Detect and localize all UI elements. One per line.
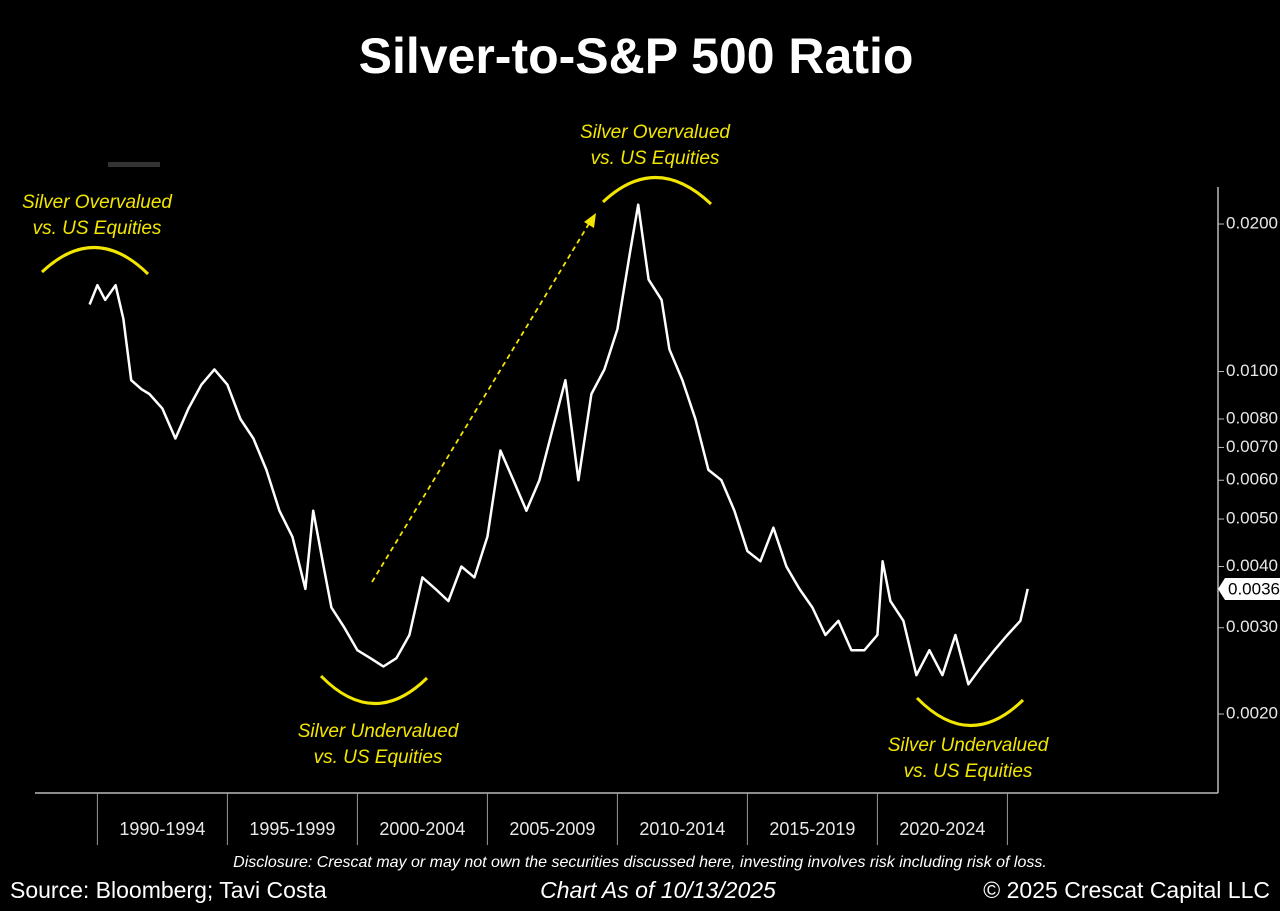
y-tick-label: 0.0200 (1226, 214, 1278, 233)
y-tick-label: 0.0100 (1226, 361, 1278, 380)
decoration (108, 162, 160, 167)
x-tick-label: 2000-2004 (379, 819, 465, 839)
arc (601, 176, 713, 206)
y-tick-label: 0.0040 (1226, 556, 1278, 575)
annotation: Silver Overvalued (580, 122, 731, 143)
annotation: Silver Undervalued (298, 721, 460, 742)
disclosure: Disclosure: Crescat may or may not own t… (233, 854, 1047, 871)
chart-date: Chart As of 10/13/2025 (540, 877, 776, 903)
last-value-box (1218, 577, 1280, 600)
data-line (88, 203, 1029, 686)
annotation: vs. US Equities (904, 761, 1033, 782)
x-tick-label: 1990-1994 (119, 819, 205, 839)
arrow-head (584, 213, 596, 228)
copyright: © 2025 Crescat Capital LLC (983, 877, 1270, 903)
annotation: vs. US Equities (314, 747, 443, 768)
last-value-label: 0.0036 (1228, 579, 1280, 598)
y-tick-label: 0.0060 (1226, 470, 1278, 489)
x-tick-label: 2020-2024 (899, 819, 985, 839)
y-tick-label: 0.0020 (1226, 704, 1278, 723)
y-tick-label: 0.0030 (1226, 617, 1278, 636)
source: Source: Bloomberg; Tavi Costa (10, 877, 327, 903)
arrow (371, 221, 591, 583)
x-tick-label: 2005-2009 (509, 819, 595, 839)
x-tick-label: 2010-2014 (639, 819, 725, 839)
arc (40, 246, 150, 276)
annotation: vs. US Equities (591, 148, 720, 169)
x-tick-label: 2015-2019 (769, 819, 855, 839)
y-tick-label: 0.0070 (1226, 437, 1278, 456)
x-tick-label: 1995-1999 (249, 819, 335, 839)
y-tick-label: 0.0080 (1226, 408, 1278, 427)
y-tick-label: 0.0050 (1226, 509, 1278, 528)
annotation: vs. US Equities (33, 218, 162, 239)
annotation: Silver Overvalued (22, 192, 173, 213)
chart-title: Silver-to-S&P 500 Ratio (359, 28, 914, 84)
annotation: Silver Undervalued (888, 735, 1050, 756)
arc (319, 674, 429, 705)
arc (915, 696, 1025, 727)
